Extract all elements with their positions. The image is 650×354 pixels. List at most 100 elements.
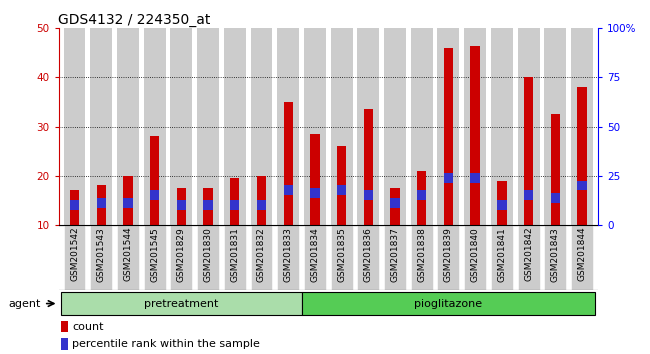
- Bar: [150, 190, 159, 200]
- Text: pioglitazone: pioglitazone: [414, 298, 482, 309]
- Bar: [257, 200, 266, 210]
- Text: GSM201831: GSM201831: [230, 227, 239, 282]
- Bar: [544, 225, 566, 290]
- Bar: [302, 292, 595, 315]
- Bar: [551, 114, 560, 274]
- Bar: [250, 28, 272, 225]
- Text: GSM201833: GSM201833: [283, 227, 292, 282]
- Text: GSM201832: GSM201832: [257, 227, 266, 281]
- Bar: [497, 200, 506, 210]
- Bar: [90, 28, 112, 225]
- Bar: [411, 225, 433, 290]
- Bar: [363, 109, 373, 274]
- Bar: [411, 28, 433, 225]
- Text: GSM201835: GSM201835: [337, 227, 346, 282]
- Bar: [417, 190, 426, 200]
- Bar: [524, 190, 533, 200]
- Bar: [358, 28, 379, 225]
- Text: GSM201829: GSM201829: [177, 227, 186, 281]
- Bar: [331, 28, 352, 225]
- Bar: [224, 28, 246, 225]
- Bar: [497, 181, 506, 274]
- Bar: [337, 146, 346, 274]
- Bar: [571, 225, 593, 290]
- Text: GSM201839: GSM201839: [444, 227, 453, 282]
- Text: GSM201830: GSM201830: [203, 227, 213, 282]
- Bar: [551, 193, 560, 203]
- Bar: [444, 173, 453, 183]
- Bar: [571, 28, 593, 225]
- Bar: [124, 176, 133, 274]
- Bar: [64, 28, 85, 225]
- Bar: [310, 134, 320, 274]
- Bar: [203, 188, 213, 274]
- Bar: [391, 188, 400, 274]
- Bar: [491, 225, 513, 290]
- Bar: [61, 292, 302, 315]
- Bar: [177, 188, 186, 274]
- Bar: [444, 48, 453, 274]
- Bar: [437, 225, 460, 290]
- Text: GSM201844: GSM201844: [577, 227, 586, 281]
- Text: percentile rank within the sample: percentile rank within the sample: [72, 339, 260, 349]
- Bar: [384, 225, 406, 290]
- Bar: [337, 185, 346, 195]
- Bar: [257, 176, 266, 274]
- Text: GSM201840: GSM201840: [471, 227, 480, 281]
- Bar: [97, 198, 106, 207]
- Bar: [197, 28, 219, 225]
- Text: count: count: [72, 322, 103, 332]
- Bar: [170, 225, 192, 290]
- Bar: [278, 28, 299, 225]
- Text: GSM201843: GSM201843: [551, 227, 560, 281]
- Bar: [437, 28, 460, 225]
- Bar: [203, 200, 213, 210]
- Bar: [224, 225, 246, 290]
- Text: GSM201837: GSM201837: [391, 227, 400, 282]
- Bar: [230, 200, 239, 210]
- Bar: [304, 225, 326, 290]
- Bar: [331, 225, 352, 290]
- Text: GSM201836: GSM201836: [364, 227, 373, 282]
- Bar: [170, 28, 192, 225]
- Bar: [90, 225, 112, 290]
- Text: GSM201838: GSM201838: [417, 227, 426, 282]
- Bar: [363, 190, 373, 200]
- Bar: [197, 225, 219, 290]
- Bar: [117, 225, 139, 290]
- Text: GSM201834: GSM201834: [311, 227, 319, 281]
- Text: GSM201545: GSM201545: [150, 227, 159, 281]
- Bar: [517, 28, 539, 225]
- Bar: [70, 200, 79, 210]
- Bar: [310, 188, 320, 198]
- Bar: [577, 181, 587, 190]
- Bar: [144, 28, 166, 225]
- Bar: [283, 102, 293, 274]
- Bar: [61, 338, 68, 349]
- Bar: [464, 225, 486, 290]
- Bar: [150, 136, 159, 274]
- Bar: [544, 28, 566, 225]
- Text: GSM201542: GSM201542: [70, 227, 79, 281]
- Text: agent: agent: [9, 298, 41, 309]
- Bar: [471, 173, 480, 183]
- Text: pretreatment: pretreatment: [144, 298, 218, 309]
- Text: GSM201842: GSM201842: [524, 227, 533, 281]
- Bar: [278, 225, 299, 290]
- Bar: [517, 225, 539, 290]
- Bar: [283, 185, 293, 195]
- Bar: [177, 200, 186, 210]
- Text: GSM201543: GSM201543: [97, 227, 106, 281]
- Bar: [391, 198, 400, 207]
- Bar: [358, 225, 379, 290]
- Bar: [70, 190, 79, 274]
- Text: GDS4132 / 224350_at: GDS4132 / 224350_at: [58, 13, 211, 27]
- Bar: [464, 28, 486, 225]
- Text: GSM201841: GSM201841: [497, 227, 506, 281]
- Bar: [117, 28, 139, 225]
- Bar: [250, 225, 272, 290]
- Bar: [304, 28, 326, 225]
- Bar: [471, 46, 480, 274]
- Bar: [384, 28, 406, 225]
- Bar: [64, 225, 85, 290]
